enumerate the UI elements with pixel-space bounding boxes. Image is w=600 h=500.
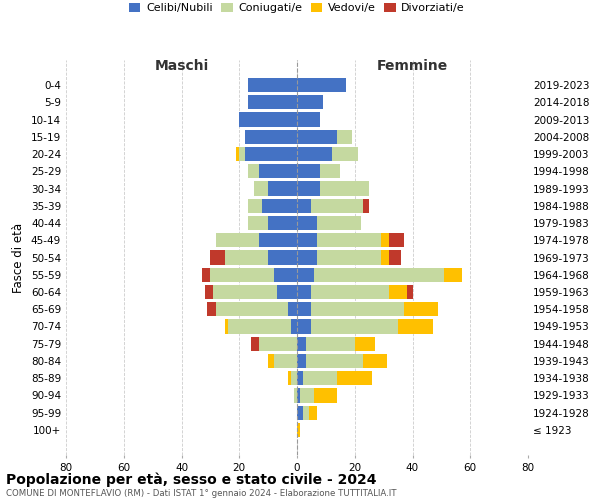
Bar: [389, 285, 407, 299]
Bar: [308, 406, 317, 420]
Bar: [297, 354, 305, 368]
Bar: [202, 268, 211, 282]
Bar: [268, 182, 297, 196]
Bar: [297, 130, 337, 144]
Bar: [311, 302, 404, 316]
Bar: [389, 250, 401, 264]
Bar: [251, 336, 259, 351]
Bar: [228, 320, 291, 334]
Bar: [317, 250, 381, 264]
Bar: [314, 388, 337, 402]
Bar: [297, 268, 314, 282]
Bar: [337, 371, 372, 386]
Bar: [216, 302, 289, 316]
Bar: [248, 198, 262, 213]
Bar: [268, 216, 297, 230]
Bar: [297, 423, 300, 437]
Bar: [364, 354, 386, 368]
Bar: [225, 320, 228, 334]
Bar: [297, 320, 311, 334]
Bar: [277, 285, 297, 299]
Bar: [337, 130, 352, 144]
Bar: [268, 250, 297, 264]
Bar: [364, 198, 369, 213]
Bar: [297, 198, 311, 213]
Bar: [303, 406, 308, 420]
Bar: [297, 112, 320, 126]
Text: Maschi: Maschi: [154, 59, 209, 73]
Bar: [248, 216, 268, 230]
Text: Femmine: Femmine: [377, 59, 448, 73]
Bar: [297, 164, 320, 178]
Bar: [311, 320, 398, 334]
Bar: [311, 198, 364, 213]
Bar: [213, 285, 277, 299]
Bar: [297, 336, 305, 351]
Bar: [239, 112, 297, 126]
Bar: [317, 233, 381, 248]
Bar: [389, 233, 404, 248]
Bar: [297, 406, 303, 420]
Legend: Celibi/Nubili, Coniugati/e, Vedovi/e, Divorziati/e: Celibi/Nubili, Coniugati/e, Vedovi/e, Di…: [125, 0, 469, 18]
Bar: [320, 164, 340, 178]
Text: COMUNE DI MONTEFLAVIO (RM) - Dati ISTAT 1° gennaio 2024 - Elaborazione TUTTITALI: COMUNE DI MONTEFLAVIO (RM) - Dati ISTAT …: [6, 489, 397, 498]
Bar: [225, 250, 268, 264]
Bar: [381, 233, 389, 248]
Bar: [259, 336, 297, 351]
Bar: [289, 302, 297, 316]
Bar: [398, 320, 433, 334]
Bar: [404, 302, 439, 316]
Bar: [297, 388, 300, 402]
Bar: [297, 302, 311, 316]
Bar: [303, 371, 337, 386]
Bar: [294, 388, 297, 402]
Bar: [311, 285, 389, 299]
Bar: [254, 182, 268, 196]
Bar: [297, 147, 332, 161]
Bar: [245, 130, 297, 144]
Bar: [305, 336, 355, 351]
Bar: [320, 182, 369, 196]
Bar: [274, 354, 297, 368]
Bar: [248, 164, 259, 178]
Text: Popolazione per età, sesso e stato civile - 2024: Popolazione per età, sesso e stato civil…: [6, 472, 377, 487]
Bar: [211, 268, 274, 282]
Bar: [291, 320, 297, 334]
Bar: [297, 233, 317, 248]
Bar: [317, 216, 361, 230]
Bar: [248, 78, 297, 92]
Bar: [259, 233, 297, 248]
Y-axis label: Fasce di età: Fasce di età: [13, 222, 25, 292]
Bar: [291, 371, 297, 386]
Bar: [245, 147, 297, 161]
Bar: [381, 250, 389, 264]
Bar: [236, 147, 239, 161]
Bar: [297, 250, 317, 264]
Bar: [305, 354, 364, 368]
Bar: [297, 371, 303, 386]
Bar: [248, 95, 297, 110]
Bar: [355, 336, 375, 351]
Bar: [274, 268, 297, 282]
Bar: [407, 285, 413, 299]
Bar: [205, 285, 213, 299]
Bar: [297, 285, 311, 299]
Bar: [300, 388, 314, 402]
Bar: [239, 147, 245, 161]
Bar: [297, 216, 317, 230]
Bar: [297, 182, 320, 196]
Bar: [259, 164, 297, 178]
Bar: [211, 250, 225, 264]
Bar: [297, 95, 323, 110]
Bar: [314, 268, 444, 282]
Bar: [297, 78, 346, 92]
Bar: [444, 268, 461, 282]
Bar: [262, 198, 297, 213]
Bar: [268, 354, 274, 368]
Bar: [332, 147, 358, 161]
Bar: [208, 302, 216, 316]
Bar: [289, 371, 291, 386]
Bar: [216, 233, 259, 248]
